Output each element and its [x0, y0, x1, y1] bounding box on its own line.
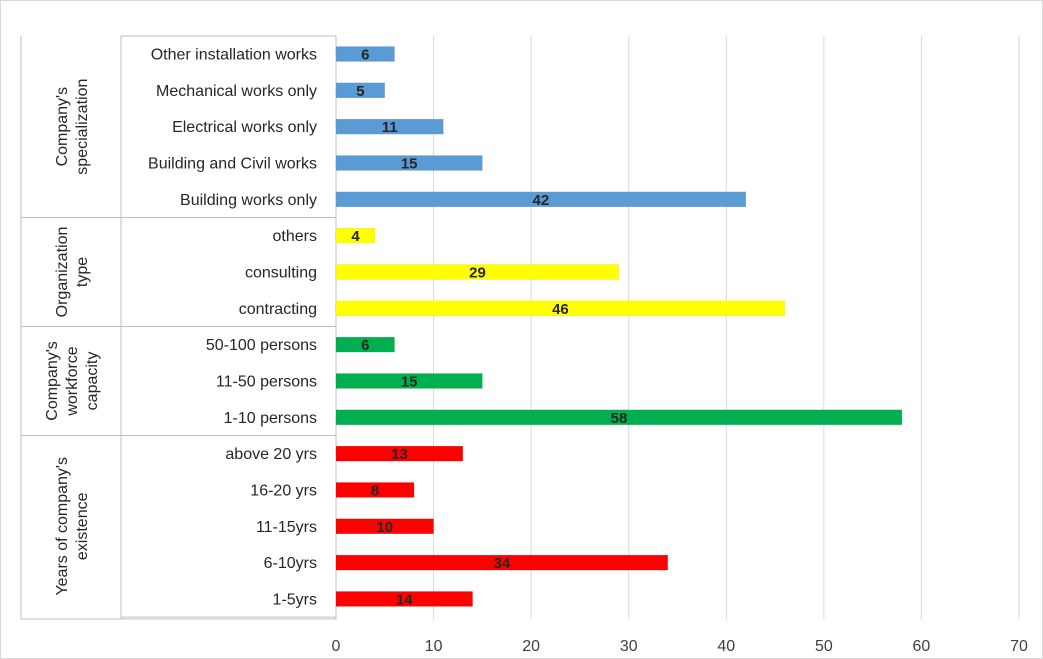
bar — [335, 264, 620, 280]
bar — [335, 82, 386, 99]
category-label: 16-20 yrs — [250, 482, 317, 499]
group-label: Company's — [44, 341, 61, 421]
category-label: 50-100 persons — [206, 337, 317, 354]
group-label: existence — [74, 492, 91, 560]
group-label: type — [74, 257, 91, 287]
x-tick-label: 40 — [717, 638, 735, 655]
bar — [335, 445, 464, 462]
data-label: 6 — [361, 337, 369, 354]
x-tick-label: 70 — [1010, 638, 1028, 655]
category-label: Mechanical works only — [156, 83, 317, 100]
x-tick-label: 20 — [522, 638, 540, 655]
group-label: Years of company's — [54, 457, 71, 596]
bar — [335, 191, 747, 208]
x-tick-label: 30 — [620, 638, 638, 655]
data-label: 14 — [396, 591, 413, 608]
bar — [335, 482, 415, 498]
data-label: 10 — [376, 519, 393, 536]
x-tick-label: 0 — [332, 638, 341, 655]
data-label: 11 — [382, 119, 398, 136]
bar — [335, 518, 434, 535]
bar — [335, 336, 395, 353]
category-label: consulting — [245, 264, 317, 281]
group-label: capacity — [84, 352, 101, 411]
group-label: specialization — [74, 79, 91, 175]
data-label: 6 — [361, 47, 369, 64]
data-label: 15 — [401, 155, 418, 172]
category-label: Other installation works — [151, 47, 317, 64]
data-label: 13 — [391, 446, 408, 463]
data-label: 8 — [371, 482, 379, 499]
bar — [335, 554, 668, 571]
bar — [335, 227, 376, 244]
category-label: 1-5yrs — [273, 591, 317, 608]
category-label: contracting — [239, 301, 317, 318]
category-label: Electrical works only — [172, 119, 317, 136]
category-label: Building works only — [180, 192, 317, 209]
x-tick-label: 10 — [425, 638, 443, 655]
category-label: 1-10 persons — [224, 410, 317, 427]
data-label: 29 — [469, 264, 486, 281]
bar — [335, 118, 444, 135]
category-label: 11-50 persons — [216, 373, 317, 390]
data-label: 5 — [356, 83, 364, 100]
data-label: 4 — [351, 228, 360, 245]
group-label: Company's — [54, 87, 71, 167]
data-label: 34 — [494, 555, 511, 572]
category-label: above 20 yrs — [225, 446, 317, 463]
category-label: 6-10yrs — [264, 555, 317, 572]
data-label: 15 — [401, 373, 418, 390]
bar — [335, 409, 903, 426]
category-label: others — [273, 228, 317, 245]
category-label: Building and Civil works — [148, 155, 317, 172]
data-label: 42 — [533, 192, 550, 209]
x-tick-label: 60 — [913, 638, 931, 655]
bar — [335, 300, 786, 317]
bar — [335, 591, 473, 607]
bar — [335, 155, 483, 171]
data-label: 46 — [552, 301, 569, 318]
bar — [335, 46, 395, 62]
data-label: 58 — [611, 410, 628, 427]
category-label: 11-15yrs — [256, 519, 317, 536]
x-tick-label: 50 — [815, 638, 833, 655]
bar — [335, 373, 483, 389]
group-label: Organization — [54, 227, 71, 318]
group-label: workforce — [64, 346, 81, 416]
